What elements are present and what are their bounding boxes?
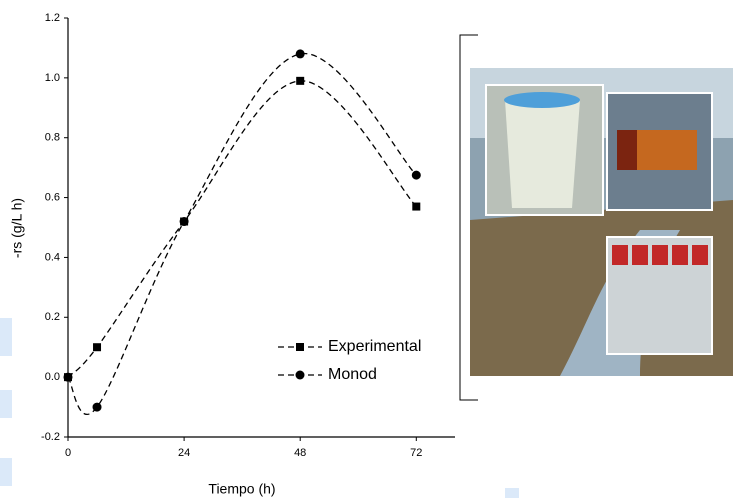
y-tick-label: -0.2 (41, 431, 60, 443)
legend-marker (296, 343, 304, 351)
x-tick-label: 0 (65, 447, 71, 459)
data-point (93, 343, 101, 351)
y-tick-label: 0.0 (45, 371, 60, 383)
data-point (296, 77, 304, 85)
decoration (0, 458, 12, 486)
y-tick-label: 0.4 (45, 251, 60, 263)
chart: Tiempo (h) -rs (g/L h) -0.2 0.0 0.2 0.4 0.6 0… (0, 0, 737, 498)
y-tick-label: 0.6 (45, 191, 60, 203)
data-point (412, 203, 420, 211)
legend-marker (296, 371, 305, 380)
y-tick-label: 1.2 (45, 12, 60, 24)
decoration (0, 318, 12, 356)
y-axis-label: -rs (g/L h) (9, 198, 25, 258)
series-line (68, 54, 416, 415)
y-tick-label: 0.2 (45, 311, 60, 323)
x-tick-label: 24 (178, 447, 190, 459)
legend-label: Monod (328, 366, 377, 383)
data-point (64, 373, 73, 382)
decoration (0, 390, 12, 418)
x-axis-label: Tiempo (h) (208, 481, 275, 497)
y-tick-label: 1.0 (45, 72, 60, 84)
y-tick-label: 0.8 (45, 132, 60, 144)
decoration (505, 488, 519, 498)
data-point (180, 217, 189, 226)
x-tick-label: 72 (410, 447, 422, 459)
data-point (412, 171, 421, 180)
data-point (93, 403, 102, 412)
photo (470, 68, 733, 376)
legend-label: Experimental (328, 338, 421, 355)
data-point (296, 49, 305, 58)
x-tick-label: 48 (294, 447, 306, 459)
series-line (68, 81, 416, 377)
